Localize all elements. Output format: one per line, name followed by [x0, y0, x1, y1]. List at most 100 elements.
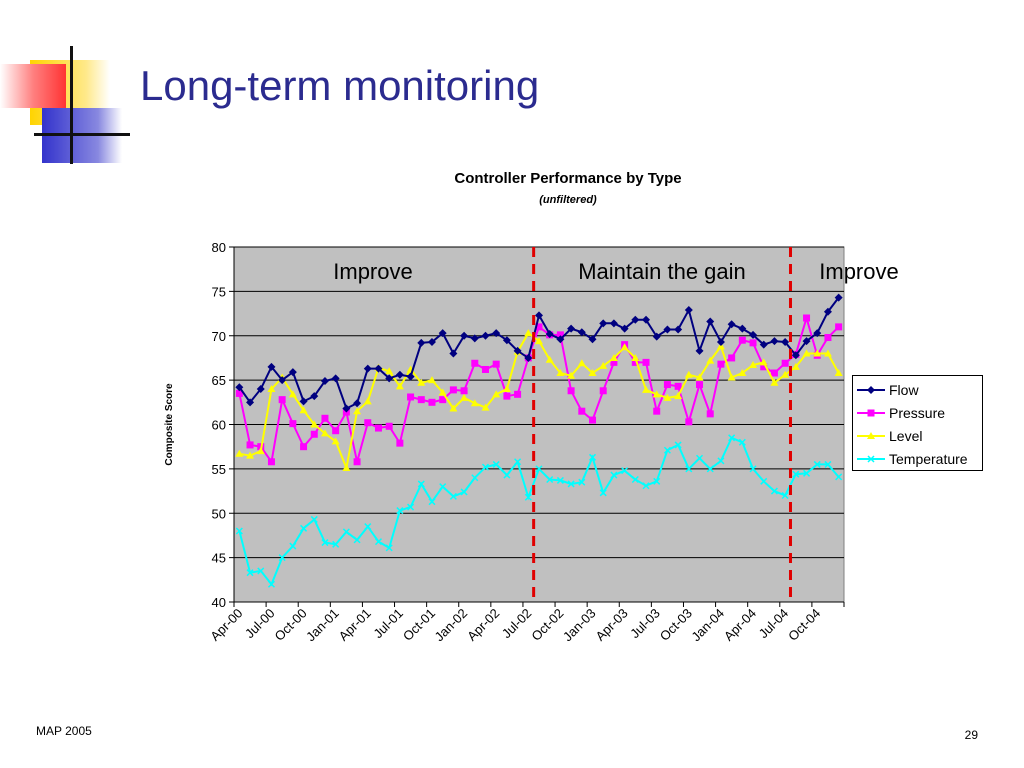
data-point-temperature: [492, 460, 500, 468]
data-point-flow: [385, 374, 394, 383]
data-point-flow: [278, 376, 287, 385]
data-point-level: [834, 369, 843, 377]
data-point-flow: [342, 404, 351, 413]
data-point-pressure: [589, 416, 597, 424]
data-point-flow: [609, 319, 618, 328]
data-point-temperature: [556, 476, 564, 484]
data-point-flow: [802, 337, 811, 346]
data-point-level: [395, 382, 404, 390]
data-point-temperature: [610, 471, 618, 479]
data-point-flow: [331, 374, 340, 383]
red-square: [0, 64, 66, 108]
data-point-temperature: [481, 463, 490, 471]
data-point-pressure: [374, 424, 382, 432]
data-point-pressure: [278, 396, 286, 404]
data-point-pressure: [642, 358, 650, 366]
data-point-flow: [813, 329, 822, 338]
x-tick-label: Apr-03: [593, 606, 631, 644]
data-point-flow: [791, 351, 800, 360]
data-point-pressure: [738, 336, 746, 344]
legend-swatch-level: [857, 432, 885, 439]
data-point-temperature: [439, 483, 447, 491]
data-point-flow: [577, 328, 586, 337]
data-point-pressure: [706, 410, 714, 418]
data-point-level: [353, 407, 362, 415]
x-tick-label: Oct-00: [271, 606, 309, 644]
legend-swatch-pressure: [857, 409, 885, 417]
data-point-temperature: [471, 474, 479, 482]
x-tick-label: Jul-02: [499, 606, 535, 642]
data-point-flow: [834, 293, 843, 302]
data-point-flow: [588, 335, 597, 344]
data-point-flow: [235, 383, 244, 392]
data-point-temperature: [514, 458, 522, 466]
data-point-temperature: [374, 538, 383, 546]
data-point-temperature: [353, 536, 361, 544]
data-point-flow: [460, 331, 469, 340]
y-axis-label: Composite Score: [164, 383, 175, 466]
data-point-level: [246, 451, 255, 459]
x-tick-label: Jul-00: [242, 606, 278, 642]
data-point-temperature: [781, 491, 789, 500]
data-point-level: [823, 349, 832, 357]
data-point-flow: [727, 320, 736, 329]
data-point-temperature: [310, 515, 318, 523]
legend-label: Level: [889, 428, 923, 444]
data-point-level: [267, 385, 276, 392]
data-point-temperature: [749, 465, 757, 473]
annotation-3: Improve: [819, 259, 898, 284]
series-flow: [235, 293, 843, 413]
data-point-temperature: [267, 580, 275, 588]
data-point-pressure: [567, 387, 575, 395]
x-tick-label: Apr-02: [464, 606, 502, 644]
data-point-pressure: [332, 427, 340, 435]
data-point-flow: [288, 368, 297, 377]
data-point-temperature: [813, 460, 821, 468]
data-point-temperature: [567, 480, 575, 488]
data-point-level: [556, 369, 565, 377]
data-point-temperature: [235, 527, 243, 535]
data-point-temperature: [449, 492, 457, 500]
data-point-temperature: [246, 569, 254, 577]
data-point-flow: [299, 397, 308, 406]
data-point-level: [631, 353, 640, 361]
data-point-pressure: [289, 420, 297, 428]
data-point-temperature: [760, 477, 768, 485]
data-point-pressure: [717, 360, 725, 368]
data-point-temperature: [803, 469, 811, 477]
y-tick-label: 75: [212, 284, 226, 299]
legend-item-pressure: Pressure: [857, 403, 945, 423]
y-tick-label: 55: [212, 462, 226, 477]
data-point-flow: [716, 337, 725, 346]
legend-label: Pressure: [889, 405, 946, 421]
data-point-flow: [631, 315, 640, 324]
data-point-level: [310, 420, 319, 428]
legend-item-level: Level: [857, 426, 922, 446]
series-temperature: [235, 434, 843, 588]
data-point-flow: [502, 336, 511, 345]
y-tick-label: 70: [212, 329, 226, 344]
y-tick-label: 50: [212, 506, 226, 521]
data-point-flow: [599, 319, 608, 328]
data-point-pressure: [310, 430, 318, 438]
data-point-pressure: [428, 398, 436, 406]
data-point-flow: [513, 346, 522, 355]
data-point-pressure: [599, 387, 607, 395]
data-point-flow: [374, 364, 383, 373]
data-point-level: [363, 397, 372, 405]
data-point-temperature: [738, 438, 746, 446]
data-point-level: [791, 362, 800, 370]
data-point-pressure: [492, 360, 500, 368]
legend-swatch-temperature: [857, 455, 885, 463]
data-point-flow: [267, 362, 276, 371]
data-point-temperature: [835, 473, 843, 481]
data-point-flow: [759, 340, 768, 349]
data-point-level: [706, 356, 715, 364]
data-point-temperature: [824, 460, 832, 468]
x-tick-label: Jan-03: [560, 606, 599, 645]
data-point-temperature: [321, 539, 329, 547]
data-point-pressure: [674, 382, 682, 390]
vertical-line: [70, 46, 73, 164]
data-point-pressure: [471, 359, 479, 367]
data-point-level: [652, 390, 661, 398]
